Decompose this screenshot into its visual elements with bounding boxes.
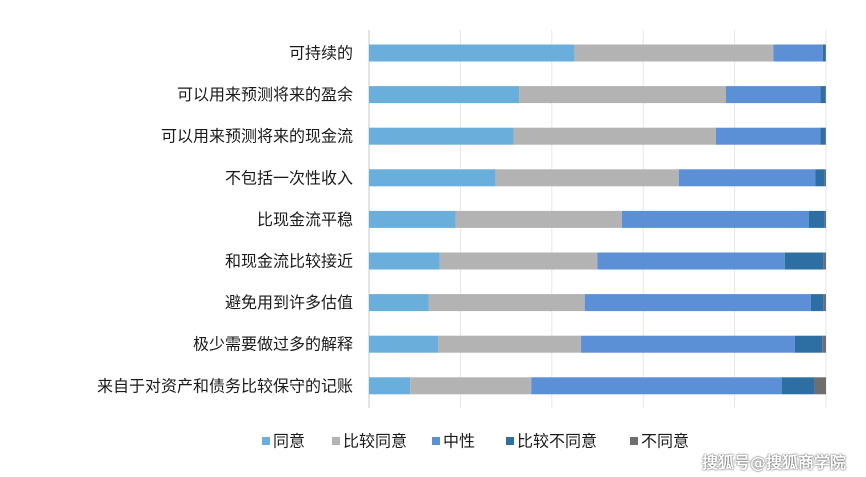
bar-segment (820, 86, 826, 104)
legend-swatch (432, 437, 440, 445)
legend-swatch (332, 437, 340, 445)
category-label: 避免用到许多估值 (225, 293, 353, 312)
bar-segment (823, 252, 826, 270)
bar-segment (822, 44, 826, 62)
bar-segment (773, 44, 823, 62)
bar-segment (597, 252, 785, 270)
bar-segment (369, 377, 411, 395)
watermark-text: 搜狐号@搜狐商学院 (701, 453, 846, 472)
bars (369, 44, 827, 395)
bar-segment (825, 44, 826, 62)
bar-segment (369, 294, 429, 312)
bar-segment (808, 210, 825, 228)
bar-segment (410, 377, 532, 395)
bar-segment (495, 169, 679, 187)
legend-swatch (630, 437, 638, 445)
category-label: 来自于对资产和债务比较保守的记账 (97, 376, 353, 395)
bar-segment (825, 127, 826, 145)
bar-segment (781, 377, 815, 395)
bar-segment (814, 377, 827, 395)
category-label: 极少需要做过多的解释 (193, 335, 353, 354)
category-label: 可持续的 (289, 44, 353, 63)
category-label: 不包括一次性收入 (225, 168, 353, 187)
category-labels: 可持续的可以用来预测将来的盈余可以用来预测将来的现金流不包括一次性收入比现金流平… (97, 44, 353, 396)
bar-segment (822, 335, 826, 353)
bar-segment (438, 335, 582, 353)
bar-segment (519, 86, 726, 104)
legend-label: 同意 (273, 432, 305, 451)
bar-segment (369, 210, 456, 228)
category-label: 可以用来预测将来的盈余 (177, 85, 353, 104)
bar-segment (820, 127, 826, 145)
legend-label: 比较同意 (343, 432, 407, 451)
bar-segment (455, 210, 622, 228)
bar-segment (824, 210, 826, 228)
bar-segment (513, 127, 716, 145)
legend: 同意 比较同意 中性 比较不同意 不同意 (262, 432, 689, 451)
bar-segment (369, 252, 440, 270)
category-label: 比现金流平稳 (257, 210, 353, 229)
bar-segment (369, 335, 439, 353)
bar-segment (725, 86, 821, 104)
bar-segment (369, 127, 514, 145)
bar-segment (715, 127, 821, 145)
legend-label: 中性 (443, 432, 475, 451)
bar-segment (428, 294, 585, 312)
bar-segment (584, 294, 811, 312)
bar-segment (823, 294, 826, 312)
bar-segment (369, 44, 575, 62)
bar-segment (439, 252, 598, 270)
bar-segment (369, 169, 496, 187)
bar-segment (574, 44, 774, 62)
category-label: 可以用来预测将来的现金流 (161, 127, 353, 146)
legend-swatch (262, 437, 270, 445)
bar-segment (824, 169, 826, 187)
legend-label: 比较不同意 (517, 432, 597, 451)
bar-segment (815, 169, 825, 187)
bar-segment (825, 86, 826, 104)
bar-segment (581, 335, 795, 353)
bar-segment (678, 169, 816, 187)
bar-segment (369, 86, 520, 104)
bar-segment (531, 377, 782, 395)
category-label: 和现金流比较接近 (225, 252, 353, 271)
bar-segment (810, 294, 824, 312)
bar-segment (621, 210, 809, 228)
bar-segment (784, 252, 824, 270)
legend-label: 不同意 (641, 432, 689, 451)
bar-segment (794, 335, 823, 353)
legend-swatch (506, 437, 514, 445)
